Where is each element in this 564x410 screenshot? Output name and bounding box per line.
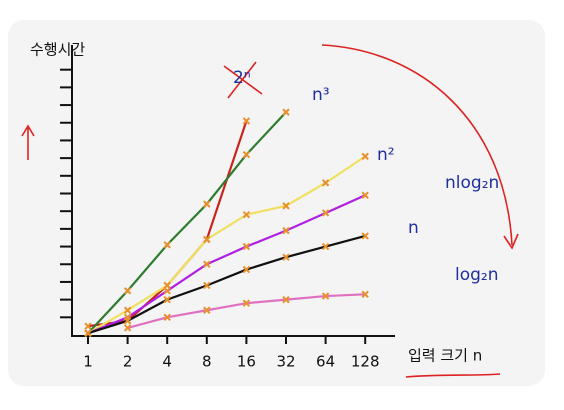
point-marker: [361, 152, 369, 161]
x-tick-label: 8: [202, 353, 212, 371]
point-marker: [84, 322, 92, 330]
series-label: n²: [377, 145, 395, 165]
annotation-arrow: [21, 124, 35, 160]
x-tick-label: 64: [316, 353, 335, 371]
series-line: [87, 194, 366, 335]
point-marker: [242, 242, 251, 251]
point-marker: [321, 179, 330, 187]
annotation-cross: [223, 61, 263, 99]
point-marker: [282, 295, 290, 304]
point-marker: [242, 265, 251, 274]
annotation-arrow: [321, 44, 519, 250]
point-marker: [123, 317, 132, 325]
point-marker: [203, 235, 211, 244]
series-line: [87, 111, 287, 334]
point-marker: [321, 209, 330, 217]
point-marker: [163, 241, 171, 249]
point-marker: [321, 242, 330, 251]
annotation-underline: [405, 373, 501, 378]
series-label: n³: [312, 85, 330, 105]
x-tick-label: 4: [162, 353, 172, 371]
point-marker: [242, 211, 251, 219]
series-label: 2ⁿ: [233, 68, 251, 88]
series-label: nlog₂n: [445, 173, 499, 193]
point-marker: [282, 108, 290, 116]
x-tick-label: 16: [237, 353, 256, 371]
series-label: n: [408, 218, 419, 238]
x-tick-label: 32: [276, 353, 295, 371]
point-marker: [361, 191, 369, 199]
point-marker: [163, 313, 171, 322]
point-marker: [242, 299, 251, 307]
point-marker: [282, 226, 290, 235]
point-marker: [123, 287, 132, 295]
point-marker: [242, 150, 251, 159]
x-tick-label: 1: [83, 353, 93, 371]
point-marker: [361, 232, 369, 240]
series-line: [87, 155, 366, 335]
point-marker: [203, 260, 211, 268]
point-marker: [282, 253, 290, 261]
x-axis-label: 입력 크기 n: [408, 347, 482, 365]
x-tick-label: 128: [351, 353, 380, 371]
point-marker: [203, 281, 211, 290]
point-marker: [282, 202, 290, 210]
series-line: [87, 234, 366, 335]
point-marker: [123, 306, 132, 314]
point-marker: [321, 292, 330, 300]
point-marker: [242, 117, 251, 125]
point-marker: [203, 306, 211, 314]
point-marker: [163, 287, 171, 295]
point-marker: [163, 295, 171, 304]
panel: [8, 20, 545, 386]
point-marker: [203, 200, 211, 208]
x-tick-label: 2: [123, 353, 133, 371]
series-label: log₂n: [455, 265, 499, 285]
point-marker: [123, 324, 132, 332]
y-axis-label: 수행시간: [30, 41, 85, 59]
point-marker: [361, 290, 369, 299]
point-marker: [84, 329, 92, 337]
